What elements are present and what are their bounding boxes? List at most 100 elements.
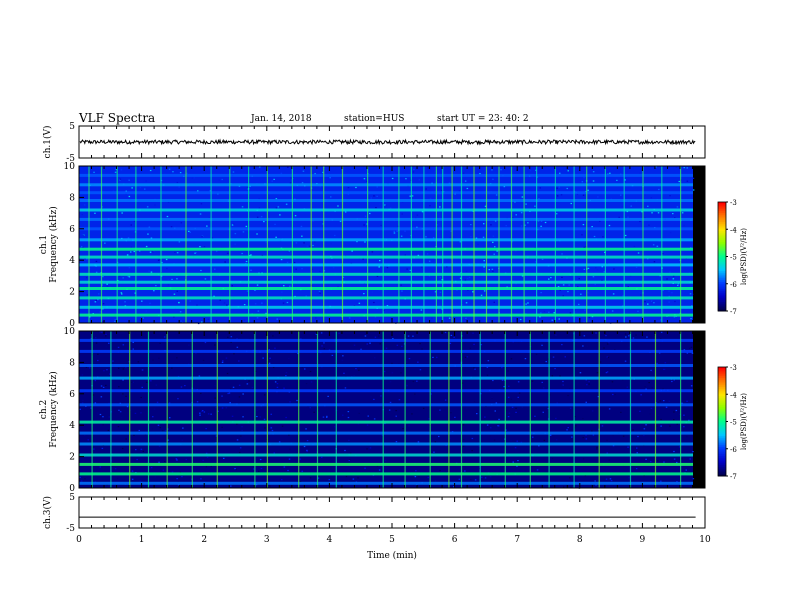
noise-cell [677, 284, 679, 286]
noise-cell [332, 308, 334, 310]
colorbar-cell [718, 234, 726, 238]
colorbar-cell [718, 291, 726, 294]
noise-cell [450, 230, 452, 232]
noise-cell [378, 266, 380, 268]
noise-cell [392, 338, 394, 340]
noise-cell [692, 478, 695, 480]
sferic-line [629, 331, 632, 488]
noise-cell [657, 460, 659, 462]
noise-cell [179, 471, 182, 473]
noise-cell [150, 271, 153, 273]
noise-cell [152, 359, 154, 361]
noise-cell [659, 338, 662, 340]
noise-cell [673, 411, 675, 413]
noise-cell [606, 452, 608, 454]
noise-cell [635, 334, 637, 336]
noise-cell [166, 267, 168, 270]
noise-cell [622, 435, 625, 437]
noise-cell [310, 381, 313, 383]
noise-cell [512, 461, 514, 463]
noise-cell [315, 317, 317, 319]
noise-cell [581, 181, 584, 183]
colorbar-cell [718, 461, 726, 464]
noise-cell [650, 461, 652, 463]
colorbar-tick-label: -6 [730, 281, 737, 289]
noise-cell [231, 224, 234, 226]
noise-cell [85, 424, 88, 426]
noise-cell [373, 301, 375, 304]
noise-cell [161, 261, 163, 264]
noise-cell [86, 294, 89, 296]
noise-cell [286, 301, 289, 304]
noise-cell [675, 409, 678, 412]
noise-cell [476, 479, 478, 481]
noise-cell [142, 317, 144, 319]
noise-cell [320, 332, 323, 334]
colorbar-cell [718, 292, 726, 296]
noise-cell [411, 413, 413, 415]
noise-cell [245, 225, 248, 227]
emission-band [79, 364, 693, 367]
noise-cell [683, 414, 685, 416]
noise-cell [126, 254, 129, 256]
noise-cell [81, 233, 84, 235]
noise-cell [125, 366, 127, 369]
colorbar: -3 -4 -5 -6 -7 log(PSD)(V²/Hz) [717, 364, 748, 481]
noise-cell [230, 336, 233, 338]
noise-cell [640, 294, 642, 296]
colorbar-cell [718, 211, 726, 214]
noise-cell [645, 424, 647, 426]
noise-cell [181, 476, 183, 478]
noise-cell [121, 293, 123, 295]
noise-cell [559, 172, 561, 174]
sferic-line [548, 331, 550, 488]
noise-cell [363, 224, 365, 226]
noise-cell [586, 384, 588, 386]
noise-cell [81, 214, 83, 216]
colorbar-cell [718, 240, 726, 243]
noise-cell [102, 303, 105, 305]
colorbar-cell [718, 412, 726, 415]
noise-cell [503, 386, 505, 388]
noise-cell [466, 187, 469, 190]
x-tick-label: 7 [514, 535, 520, 545]
noise-cell [611, 310, 614, 312]
noise-cell [558, 318, 560, 320]
noise-cell [401, 201, 404, 203]
noise-cell [179, 311, 182, 313]
noise-cell [517, 460, 519, 462]
x-tick-label: 2 [201, 535, 207, 545]
noise-cell [89, 367, 91, 369]
noise-cell [256, 416, 258, 418]
noise-cell [153, 408, 156, 410]
noise-cell [227, 252, 229, 254]
noise-cell [98, 293, 100, 295]
emission-band [79, 420, 693, 424]
noise-cell [122, 277, 124, 279]
noise-cell [128, 276, 131, 278]
noise-cell [551, 319, 554, 321]
noise-cell [105, 384, 107, 386]
noise-cell [109, 373, 111, 375]
noise-cell [594, 480, 596, 482]
noise-cell [556, 402, 558, 404]
noise-cell [269, 332, 271, 334]
noise-cell [462, 424, 465, 426]
noise-cell [640, 394, 642, 396]
noise-cell [658, 188, 660, 191]
noise-cell [343, 372, 345, 374]
noise-cell [182, 427, 184, 429]
noise-cell [94, 212, 96, 214]
noise-cell [134, 292, 136, 294]
noise-cell [186, 172, 188, 174]
noise-cell [605, 478, 608, 480]
noise-cell [229, 333, 232, 336]
noise-cell [608, 459, 611, 461]
noise-cell [150, 237, 153, 239]
noise-cell [162, 469, 165, 471]
y-axis-label: ch.3(V) [42, 496, 53, 529]
noise-cell [131, 381, 133, 383]
noise-cell [690, 346, 693, 348]
noise-cell [400, 372, 402, 374]
noise-cell [119, 411, 122, 413]
